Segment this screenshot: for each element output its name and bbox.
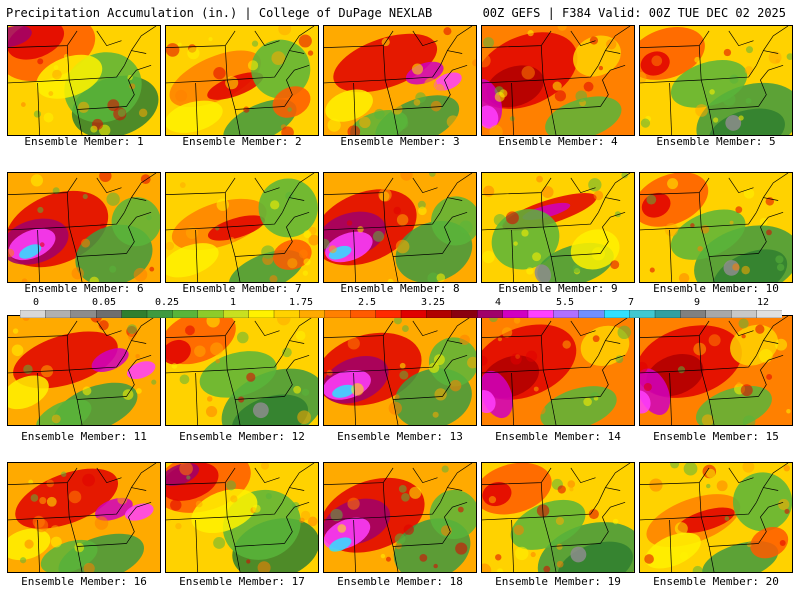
colorbar-tick-label: 9 — [693, 297, 701, 308]
ensemble-member-map-11 — [7, 315, 161, 426]
model-run-info: 00Z GEFS | F384 Valid: 00Z TUE DEC 02 20… — [482, 6, 786, 20]
ensemble-member-map-19 — [481, 462, 635, 573]
colorbar-segment — [400, 310, 428, 318]
ensemble-member-map-15 — [639, 315, 793, 426]
ensemble-member-map-10 — [639, 172, 793, 283]
ensemble-member-label: Ensemble Member: 2 — [182, 135, 302, 148]
colorbar-segment — [45, 310, 72, 318]
colorbar-segment — [705, 310, 732, 318]
colorbar-segment — [604, 310, 631, 318]
colorbar-segment — [654, 310, 682, 318]
precipitation-colorbar — [20, 310, 782, 318]
ensemble-member-label: Ensemble Member: 7 — [182, 282, 302, 295]
colorbar-segment — [731, 310, 758, 318]
colorbar-tick-label: 5.5 — [555, 297, 575, 308]
colorbar-segment — [477, 310, 504, 318]
colorbar-segment — [20, 310, 47, 318]
ensemble-member-label: Ensemble Member: 16 — [21, 575, 147, 588]
colorbar-segment — [121, 310, 148, 318]
colorbar-segment — [146, 310, 174, 318]
ensemble-member-label: Ensemble Member: 19 — [495, 575, 621, 588]
colorbar-segment — [172, 310, 199, 318]
colorbar-tick-label: 0.05 — [91, 297, 117, 308]
ensemble-member-map-1 — [7, 25, 161, 136]
colorbar-segment — [96, 310, 123, 318]
ensemble-member-map-16 — [7, 462, 161, 573]
ensemble-member-label: Ensemble Member: 11 — [21, 430, 147, 443]
ensemble-member-map-9 — [481, 172, 635, 283]
colorbar-segment — [451, 310, 478, 318]
colorbar-segment — [629, 310, 656, 318]
ensemble-member-label: Ensemble Member: 18 — [337, 575, 463, 588]
ensemble-member-label: Ensemble Member: 6 — [24, 282, 144, 295]
colorbar-segment — [578, 310, 605, 318]
ensemble-member-map-13 — [323, 315, 477, 426]
ensemble-member-label: Ensemble Member: 17 — [179, 575, 305, 588]
ensemble-member-map-12 — [165, 315, 319, 426]
colorbar-tick-label: 1 — [229, 297, 237, 308]
colorbar-segment — [375, 310, 402, 318]
colorbar-segment — [426, 310, 453, 318]
ensemble-member-label: Ensemble Member: 12 — [179, 430, 305, 443]
colorbar-segment — [197, 310, 224, 318]
colorbar-segment — [273, 310, 301, 318]
colorbar-segment — [502, 310, 529, 318]
ensemble-member-map-4 — [481, 25, 635, 136]
ensemble-member-map-6 — [7, 172, 161, 283]
colorbar-segment — [756, 310, 782, 318]
colorbar-segment — [553, 310, 580, 318]
ensemble-member-map-7 — [165, 172, 319, 283]
ensemble-member-map-14 — [481, 315, 635, 426]
ensemble-member-map-18 — [323, 462, 477, 573]
ensemble-member-label: Ensemble Member: 10 — [653, 282, 779, 295]
colorbar-tick-label: 7 — [627, 297, 635, 308]
colorbar-segment — [680, 310, 707, 318]
colorbar-tick-label: 2.5 — [357, 297, 377, 308]
colorbar-tick-label: 4 — [494, 297, 502, 308]
ensemble-member-label: Ensemble Member: 1 — [24, 135, 144, 148]
ensemble-member-label: Ensemble Member: 13 — [337, 430, 463, 443]
colorbar-segment — [299, 310, 326, 318]
ensemble-member-map-5 — [639, 25, 793, 136]
ensemble-member-map-8 — [323, 172, 477, 283]
ensemble-member-map-17 — [165, 462, 319, 573]
colorbar-tick-label: 0.25 — [154, 297, 180, 308]
ensemble-member-label: Ensemble Member: 15 — [653, 430, 779, 443]
colorbar-tick-label: 0 — [32, 297, 40, 308]
colorbar-segment — [350, 310, 377, 318]
ensemble-member-label: Ensemble Member: 20 — [653, 575, 779, 588]
ensemble-member-label: Ensemble Member: 9 — [498, 282, 618, 295]
ensemble-member-label: Ensemble Member: 4 — [498, 135, 618, 148]
colorbar-tick-label: 12 — [756, 297, 770, 308]
ensemble-member-label: Ensemble Member: 14 — [495, 430, 621, 443]
ensemble-member-map-3 — [323, 25, 477, 136]
ensemble-member-map-2 — [165, 25, 319, 136]
colorbar-segment — [248, 310, 275, 318]
ensemble-member-map-20 — [639, 462, 793, 573]
map-title: Precipitation Accumulation (in.) | Colle… — [6, 6, 433, 20]
ensemble-member-label: Ensemble Member: 3 — [340, 135, 460, 148]
colorbar-segment — [324, 310, 351, 318]
ensemble-member-label: Ensemble Member: 8 — [340, 282, 460, 295]
colorbar-tick-label: 3.25 — [420, 297, 446, 308]
colorbar-segment — [70, 310, 97, 318]
ensemble-member-label: Ensemble Member: 5 — [656, 135, 776, 148]
colorbar-segment — [223, 310, 250, 318]
colorbar-tick-label: 1.75 — [288, 297, 314, 308]
colorbar-segment — [527, 310, 555, 318]
